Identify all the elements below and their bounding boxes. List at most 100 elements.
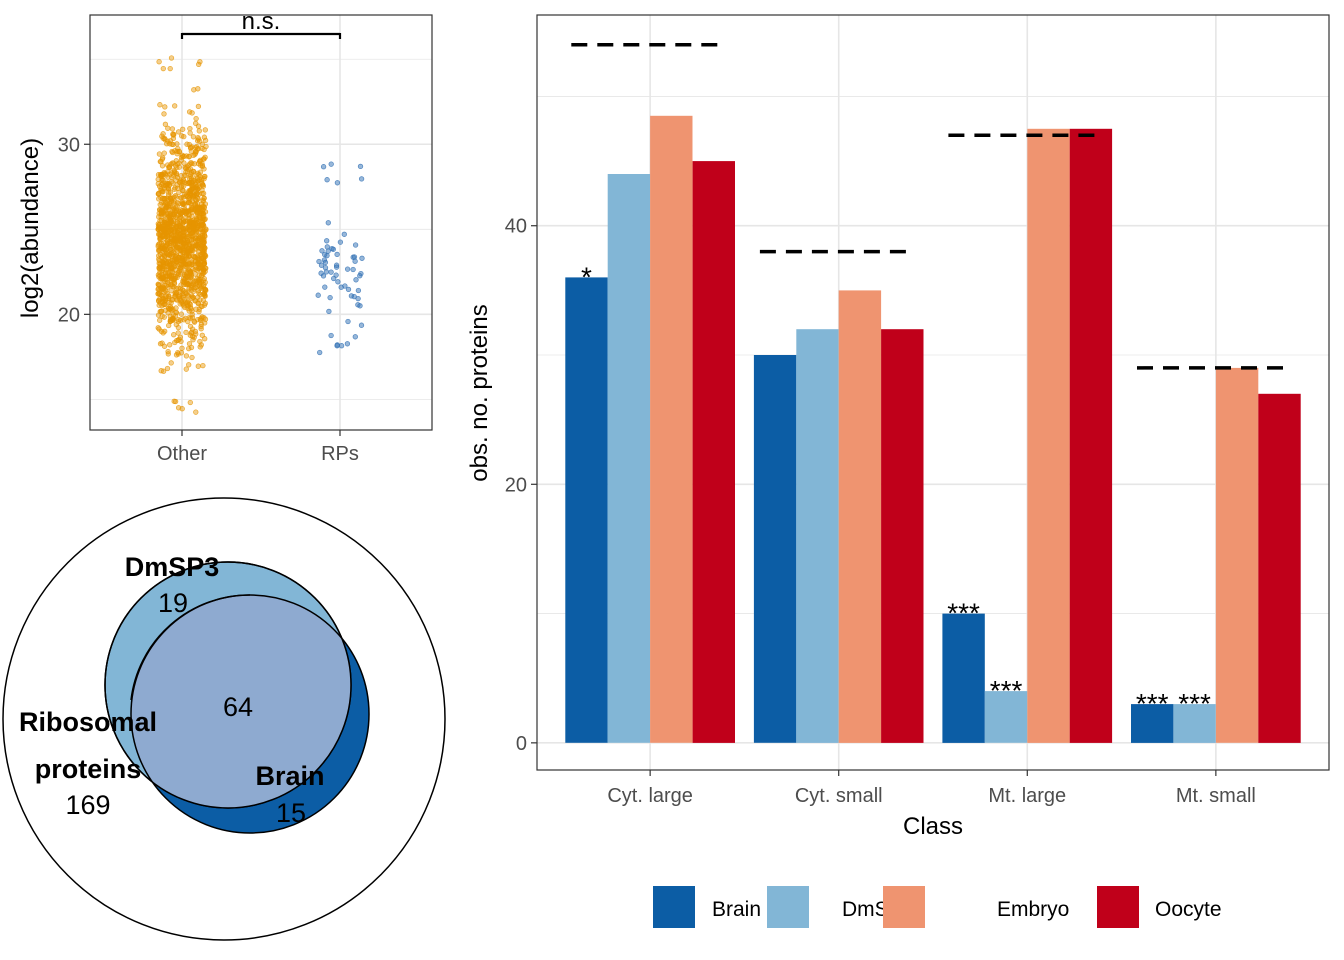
scatter-point-other [155, 282, 162, 288]
venn-dmsp3-label: DmSP3 [125, 552, 220, 582]
bar-brain-2 [942, 613, 985, 743]
scatter-point-rp [353, 277, 359, 283]
scatter-point-other [196, 158, 203, 165]
scatter-point-rp [351, 293, 357, 300]
scatter-point-other [177, 266, 184, 273]
significance-star-label: *** [990, 675, 1023, 706]
scatter-point-other [181, 277, 188, 283]
scatter-point-other [162, 207, 168, 213]
scatter-point-other [175, 285, 181, 291]
significance-stars: ********** *** [581, 261, 1211, 719]
scatter-point-other [183, 225, 189, 231]
scatter-point-other [195, 254, 201, 260]
scatter-point-rp [352, 258, 358, 264]
scatter-point-other [173, 321, 179, 328]
scatter-point-rp [324, 244, 330, 250]
scatter-point-other [185, 249, 192, 255]
scatter-point-other [166, 258, 172, 265]
scatter-point-other [185, 193, 191, 200]
scatter-point-rp [327, 294, 333, 301]
scatter-point-other [155, 243, 161, 249]
scatter-point-other [182, 202, 188, 208]
scatter-point-other [179, 287, 186, 293]
scatter-point-other [183, 366, 189, 372]
scatter-point-rp [320, 164, 327, 170]
scatter-point-other [200, 362, 206, 369]
scatter-point-other [186, 154, 192, 160]
scatter-point-other [184, 209, 191, 215]
scatter-point-other [171, 186, 178, 192]
scatter-point-other [202, 279, 208, 286]
scatter-point-rp [341, 231, 347, 237]
scatter-point-rp [320, 273, 327, 279]
bar-embryo-0 [650, 115, 693, 743]
scatter-point-rp [352, 242, 359, 248]
venn-ribosomal-count: 169 [65, 790, 110, 820]
bar-y-tick-label: 40 [505, 216, 527, 238]
scatter-point-other [162, 104, 168, 110]
venn-brain-label: Brain [255, 761, 324, 791]
scatter-point-other [155, 325, 161, 331]
scatter-point-rp [317, 349, 323, 356]
significance-bracket [180, 32, 342, 39]
scatter-point-other [164, 162, 171, 168]
scatter-point-other [193, 409, 199, 415]
scatter-point-other [155, 286, 162, 292]
scatter-point-other [198, 326, 204, 332]
scatter-point-other [160, 131, 166, 137]
scatter-point-rp [345, 318, 351, 325]
scatter-point-other [159, 276, 165, 282]
scatter-point-other [164, 200, 170, 206]
scatter-point-other [188, 330, 194, 336]
scatter-point-other [202, 154, 208, 160]
scatter-point-rp [325, 220, 331, 226]
scatter-point-other [194, 241, 200, 248]
scatter-point-other [180, 126, 186, 132]
scatter-point-other [198, 342, 204, 348]
scatter-point-other [191, 87, 197, 93]
scatter-point-other [193, 115, 199, 122]
scatter-point-other [179, 257, 186, 263]
bar-oocyte-3 [1258, 393, 1301, 743]
scatter-point-other [186, 109, 193, 115]
scatter-point-other [189, 354, 195, 361]
scatter-point-other [176, 296, 183, 302]
scatter-point-other [187, 399, 193, 406]
venn-brain-outline [130, 594, 251, 701]
scatter-point-other [188, 171, 194, 177]
venn-panel: DmSP3 19 64 Ribosomal proteins 169 Brain… [2, 497, 446, 941]
scatter-point-other [179, 243, 186, 250]
scatter-point-other [167, 227, 174, 233]
significance-star-label: *** [1136, 688, 1169, 719]
scatter-point-other [193, 148, 199, 155]
scatter-point-other [169, 282, 175, 288]
scatter-point-other [166, 189, 172, 195]
scatter-point-other [170, 173, 177, 179]
scatter-point-other [167, 211, 173, 217]
scatter-point-other [187, 173, 194, 179]
scatter-point-rp [321, 257, 328, 263]
scatter-point-other [178, 173, 184, 179]
scatter-point-other [196, 265, 203, 271]
scatter-point-other [160, 65, 166, 72]
scatter-point-other [190, 233, 196, 239]
bar-embryo-1 [838, 290, 882, 743]
scatter-point-other [160, 260, 166, 266]
scatter-point-other [157, 102, 163, 108]
scatter-point-rp [333, 264, 340, 270]
scatter-point-other [202, 137, 209, 144]
scatter-point-other [195, 196, 201, 202]
bar-x-tick-label: Mt. large [988, 785, 1066, 807]
scatter-point-other [160, 284, 166, 290]
scatter-panel: 20 30 Other RPs log2(abundance) n.s. [17, 8, 433, 465]
scatter-point-other [165, 351, 171, 357]
scatter-point-other [157, 236, 163, 243]
scatter-point-other [182, 215, 189, 221]
scatter-point-other [187, 125, 193, 132]
scatter-point-other [193, 120, 199, 127]
scatter-point-other [171, 332, 177, 338]
scatter-point-other [196, 308, 202, 315]
scatter-point-other [186, 286, 192, 292]
scatter-point-other [196, 272, 202, 279]
